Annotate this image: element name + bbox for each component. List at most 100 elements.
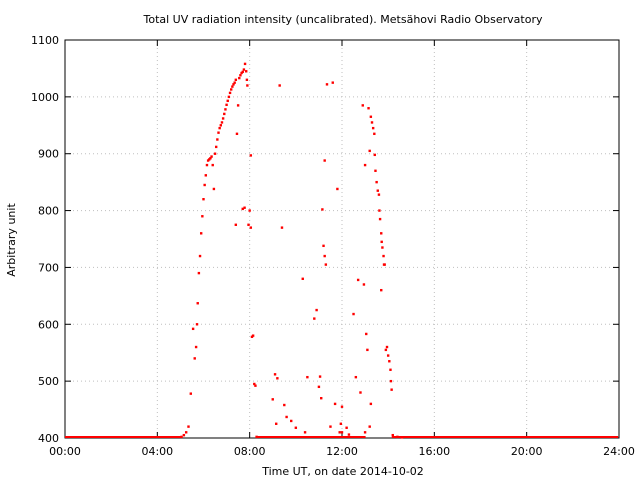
data-point <box>135 436 138 438</box>
data-point <box>144 436 147 438</box>
data-point <box>538 436 541 438</box>
x-tick-label: 12:00 <box>326 445 358 458</box>
data-point <box>412 436 415 438</box>
data-point <box>614 436 617 438</box>
data-point <box>347 433 351 436</box>
data-point <box>551 436 554 438</box>
data-point <box>563 436 566 438</box>
data-point <box>554 436 557 438</box>
data-point <box>607 436 610 438</box>
data-point <box>506 436 509 438</box>
data-point <box>359 436 362 438</box>
data-point <box>592 436 595 438</box>
data-point <box>472 436 475 438</box>
data-point <box>566 436 569 438</box>
data-point <box>466 436 469 438</box>
data-point <box>386 354 390 357</box>
data-point <box>350 436 353 438</box>
data-point <box>351 436 354 438</box>
data-point <box>484 436 487 438</box>
data-point <box>564 436 567 438</box>
data-point <box>184 431 188 434</box>
data-point <box>268 436 271 438</box>
data-point <box>502 436 505 438</box>
data-point <box>493 436 496 438</box>
data-point <box>128 436 130 438</box>
data-point <box>291 436 294 438</box>
data-point <box>577 436 580 438</box>
data-point <box>210 155 213 158</box>
data-point <box>611 436 614 438</box>
data-point <box>347 436 350 438</box>
data-point <box>161 436 163 438</box>
data-point <box>593 436 596 438</box>
data-point <box>439 436 442 438</box>
data-point <box>281 436 284 438</box>
data-point <box>260 436 263 438</box>
data-point <box>218 126 221 130</box>
data-point <box>241 70 244 74</box>
data-point <box>380 288 383 292</box>
data-point <box>454 436 457 438</box>
data-point <box>452 436 455 438</box>
data-point <box>544 436 547 438</box>
data-point <box>236 104 240 107</box>
data-point <box>171 436 174 438</box>
data-point <box>138 436 141 438</box>
data-point <box>457 436 460 438</box>
data-point <box>605 436 608 438</box>
data-point <box>271 398 274 401</box>
data-point <box>335 436 338 438</box>
data-point <box>514 436 517 438</box>
data-point <box>149 436 151 438</box>
data-point <box>553 436 556 438</box>
data-point <box>582 436 585 438</box>
x-tick-label: 20:00 <box>511 445 543 458</box>
data-point <box>414 436 417 438</box>
data-point <box>153 436 156 438</box>
data-point <box>216 138 219 141</box>
data-point <box>287 436 290 438</box>
data-point <box>214 145 218 149</box>
data-point <box>449 436 452 438</box>
data-point <box>486 436 489 438</box>
data-point <box>344 436 347 438</box>
data-point <box>448 436 451 438</box>
data-point <box>228 91 232 95</box>
data-point <box>195 323 199 326</box>
axis-ticks: 00:00 04:00 08:00 12:00 16:00 20:00 24:00 400 50… <box>31 34 635 458</box>
data-point <box>552 436 555 438</box>
data-point <box>604 436 607 438</box>
data-point <box>345 436 348 438</box>
data-point <box>470 436 473 438</box>
data-point <box>431 436 434 438</box>
data-point <box>327 436 330 438</box>
data-point <box>126 436 129 438</box>
data-point <box>574 436 577 438</box>
data-point <box>338 436 341 438</box>
data-point <box>105 436 108 438</box>
data-point <box>168 436 171 438</box>
data-point <box>420 436 423 438</box>
data-point <box>251 334 255 337</box>
grid-lines <box>65 40 619 438</box>
data-point <box>594 436 597 438</box>
data-point <box>422 436 425 438</box>
data-point <box>303 436 306 438</box>
data-point <box>588 436 591 438</box>
data-point <box>120 436 123 438</box>
data-point <box>238 76 241 80</box>
data-point <box>341 436 344 438</box>
data-point <box>432 436 435 438</box>
data-point <box>173 436 175 438</box>
data-point <box>274 436 277 438</box>
data-point <box>445 436 448 438</box>
data-point <box>301 436 304 438</box>
data-point <box>219 124 223 127</box>
x-tick-label: 08:00 <box>234 445 266 458</box>
data-point <box>610 436 613 438</box>
data-point <box>365 332 368 336</box>
data-point <box>425 436 428 438</box>
data-point <box>315 436 318 438</box>
data-point <box>590 436 593 438</box>
